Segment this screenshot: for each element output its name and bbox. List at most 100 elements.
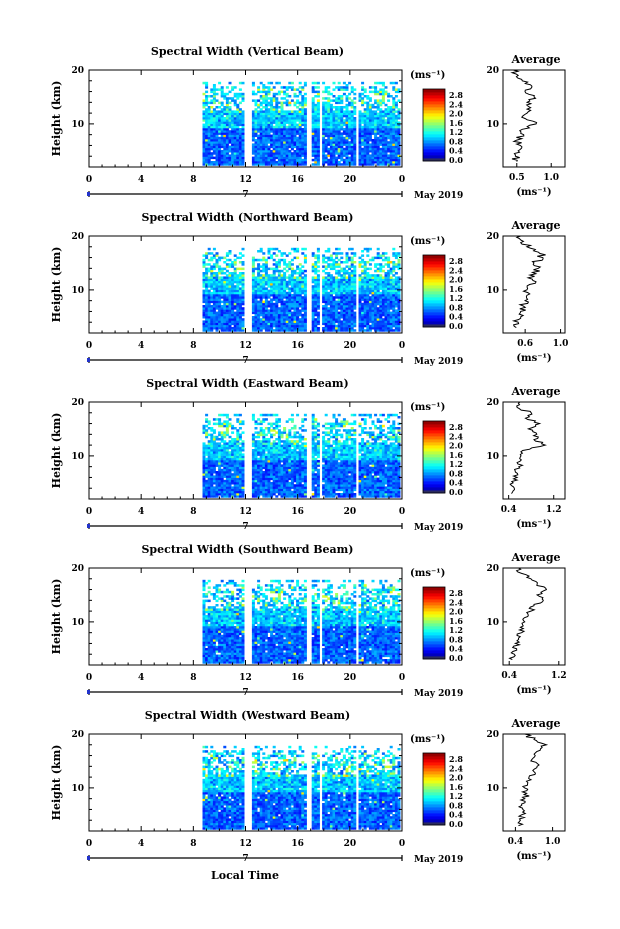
heatmap-cell xyxy=(288,309,292,312)
heatmap-cell xyxy=(381,97,385,100)
heatmap-cell xyxy=(371,318,375,321)
heatmap-cell xyxy=(207,427,211,430)
heatmap-cell xyxy=(316,121,320,124)
heatmap-cell xyxy=(231,457,235,461)
heatmap-cell xyxy=(236,438,240,441)
heatmap-cell xyxy=(301,106,305,109)
heatmap-cell xyxy=(254,108,258,111)
heatmap-cell xyxy=(361,136,365,140)
heatmap-cell xyxy=(267,289,271,293)
heatmap-cell xyxy=(303,256,307,260)
heatmap-cell xyxy=(322,254,326,257)
heatmap-cell xyxy=(205,86,209,89)
heatmap-cell xyxy=(267,123,271,127)
heatmap-cell xyxy=(267,274,271,277)
heatmap-cell xyxy=(210,123,214,127)
heatmap-cell xyxy=(371,132,375,135)
heatmap-cell xyxy=(335,252,339,255)
heatmap-cell xyxy=(337,258,341,262)
heatmap-cell xyxy=(272,263,276,266)
heatmap-cell xyxy=(335,121,339,124)
heatmap-cell xyxy=(363,320,367,323)
heatmap-cell xyxy=(332,119,336,122)
heatmap-cell xyxy=(345,130,349,133)
heatmap-cell xyxy=(215,283,219,286)
heatmap-cell xyxy=(389,106,393,109)
heatmap-cell xyxy=(207,106,211,109)
heatmap-cell xyxy=(257,147,261,151)
heatmap-cell xyxy=(225,141,229,144)
heatmap-cell xyxy=(296,311,300,315)
heatmap-cell xyxy=(353,316,357,319)
heatmap-cell xyxy=(218,468,222,472)
heatmap-cell xyxy=(381,280,385,284)
heatmap-cell xyxy=(361,307,365,310)
heatmap-cell xyxy=(223,420,227,423)
heatmap-cell xyxy=(361,298,365,301)
heatmap-cell xyxy=(220,318,224,321)
heatmap-cell xyxy=(264,163,268,166)
heatmap-cell xyxy=(205,285,209,288)
heatmap-cell xyxy=(303,141,307,144)
heatmap-cell xyxy=(215,161,219,164)
heatmap-cell xyxy=(233,276,237,279)
heatmap-cell xyxy=(223,136,227,140)
heatmap-cell xyxy=(238,128,242,131)
heatmap-cell xyxy=(259,327,263,330)
heatmap-cell xyxy=(241,484,245,487)
heatmap-cell xyxy=(225,475,229,478)
heatmap-cell xyxy=(298,134,302,138)
heatmap-cell xyxy=(212,84,216,87)
heatmap-cell xyxy=(322,283,326,286)
heatmap-cell xyxy=(340,99,344,102)
heatmap-cell xyxy=(254,479,258,483)
heatmap-cell xyxy=(389,158,393,162)
heatmap-cell xyxy=(202,130,206,133)
heatmap-cell xyxy=(280,302,284,306)
heatmap-cell xyxy=(231,442,235,445)
heatmap-cell xyxy=(205,103,209,107)
colorbar-tick-label: 1.6 xyxy=(449,118,463,128)
heatmap-cell xyxy=(270,287,274,290)
heatmap-cell xyxy=(293,119,297,122)
heatmap-cell xyxy=(241,313,245,317)
heatmap-cell xyxy=(233,274,237,277)
heatmap-cell xyxy=(379,267,383,271)
heatmap-cell xyxy=(228,163,232,166)
heatmap-cell xyxy=(210,121,214,124)
heatmap-cell xyxy=(353,97,357,100)
heatmap-cell xyxy=(340,121,344,124)
heatmap-cell xyxy=(225,291,229,295)
heatmap-cell xyxy=(379,119,383,122)
heatmap-cell xyxy=(332,278,336,282)
heatmap-cell xyxy=(392,81,396,85)
heatmap-cell xyxy=(205,97,209,100)
heatmap-cell xyxy=(293,283,297,286)
heatmap-cell xyxy=(342,128,346,131)
heatmap-cell xyxy=(376,285,380,288)
heatmap-cell xyxy=(345,112,349,116)
heatmap-cell xyxy=(368,86,372,89)
heatmap-cell xyxy=(392,108,396,111)
heatmap-cell xyxy=(231,132,235,135)
heatmap-cell xyxy=(389,307,393,310)
heatmap-cell xyxy=(301,269,305,273)
heatmap-cell xyxy=(270,108,274,111)
heatmap-cell xyxy=(225,464,229,467)
heatmap-cell xyxy=(376,320,380,323)
heatmap-cell xyxy=(316,291,320,295)
heatmap-cell xyxy=(322,161,326,164)
heatmap-cell xyxy=(371,294,375,297)
heatmap-cell xyxy=(376,289,380,293)
heatmap-cell xyxy=(366,327,370,330)
heatmap-cell xyxy=(259,311,263,315)
heatmap-cell xyxy=(374,283,378,286)
heatmap-cell xyxy=(366,132,370,135)
heatmap-cell xyxy=(379,276,383,279)
heatmap-cell xyxy=(327,250,331,253)
heatmap-cell xyxy=(275,261,279,264)
heatmap-cell xyxy=(314,278,318,282)
heatmap-cell xyxy=(366,130,370,133)
colorbar-tick-label: 0.0 xyxy=(449,155,463,165)
heatmap-cell xyxy=(280,152,284,155)
